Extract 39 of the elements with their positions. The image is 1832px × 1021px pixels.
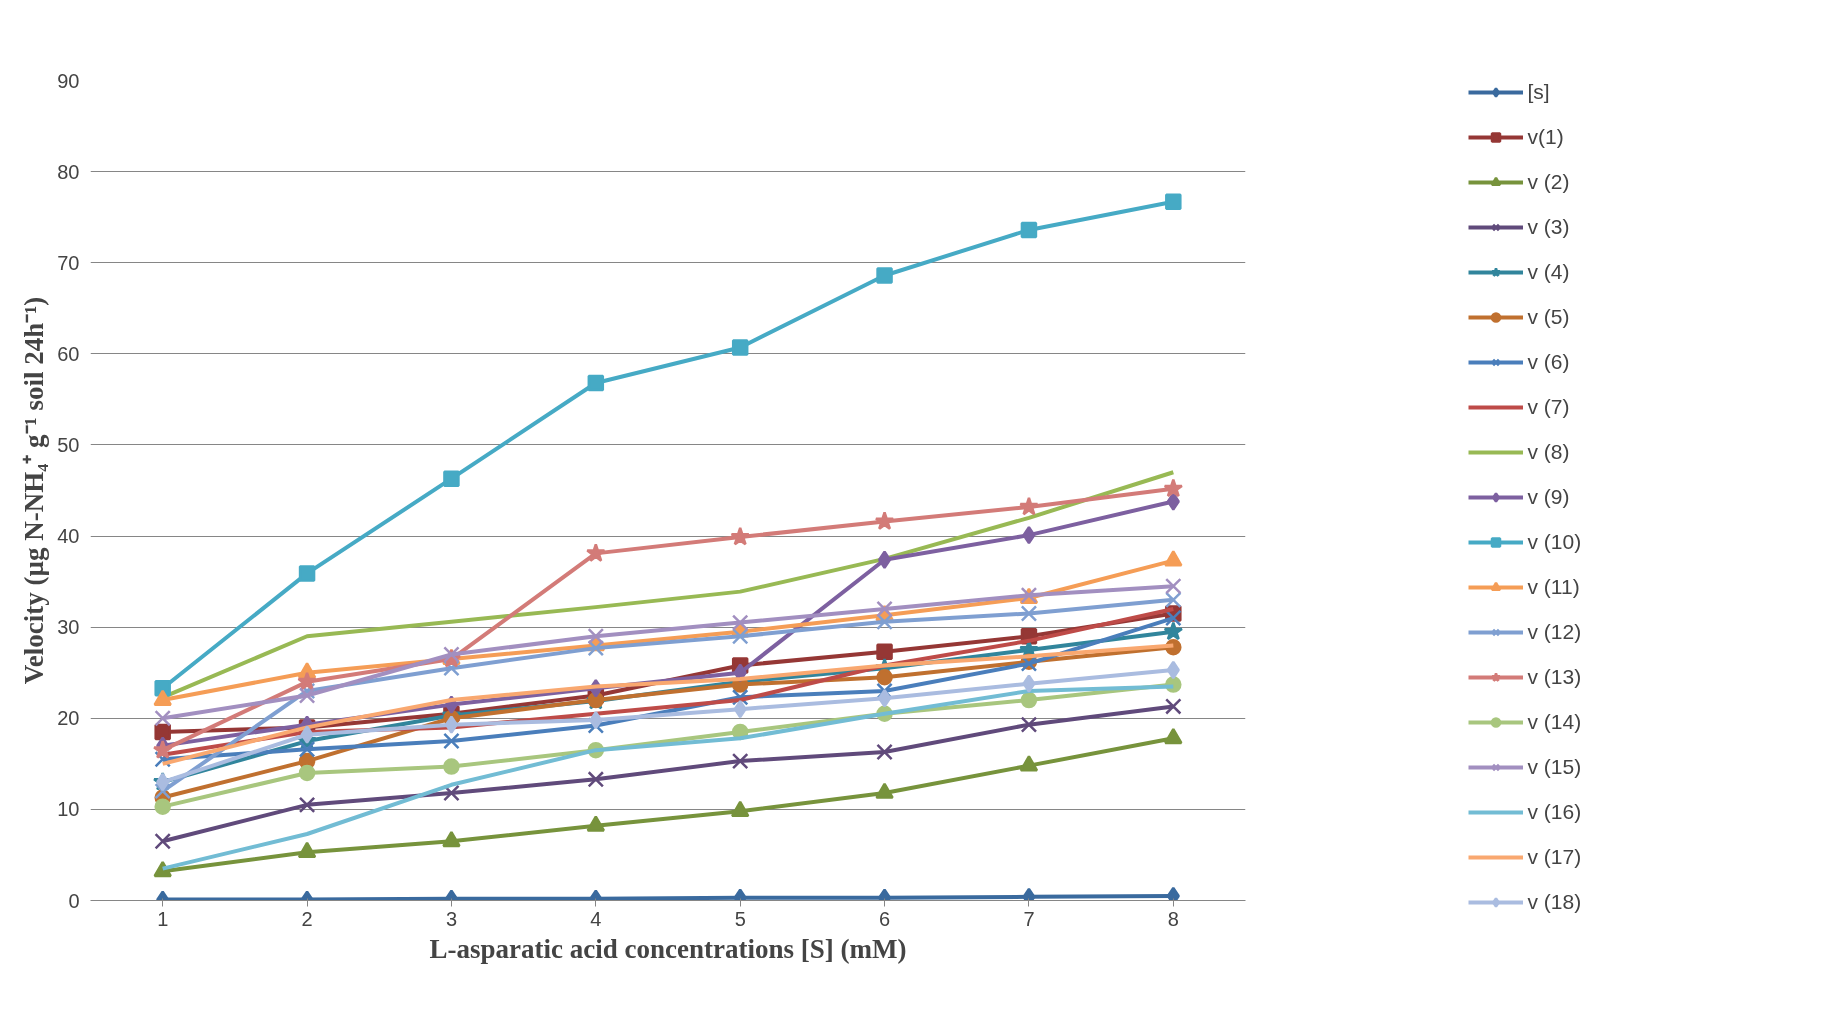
legend-label: v (3) — [1527, 215, 1571, 239]
y-tick-label: 70 — [57, 251, 80, 274]
legend-label: v (2) — [1527, 170, 1571, 194]
legend-label: v (16) — [1527, 800, 1583, 824]
legend-label: v (12) — [1527, 620, 1583, 644]
legend-label: v (15) — [1527, 755, 1583, 779]
y-tick-label: 60 — [57, 342, 80, 365]
y-tick-label: 40 — [57, 525, 80, 548]
x-tick-label: 4 — [590, 907, 602, 930]
y-tick-label: 50 — [57, 433, 80, 456]
legend-label: v(1) — [1527, 125, 1565, 149]
legend-label: v (17) — [1527, 845, 1583, 869]
x-tick-label: 6 — [879, 907, 891, 930]
y-tick-label: 80 — [57, 160, 80, 183]
legend-label: v (8) — [1527, 440, 1571, 464]
y-tick-label: 0 — [68, 889, 80, 912]
legend-label: v (10) — [1527, 530, 1583, 554]
legend-label: v (6) — [1527, 350, 1571, 374]
x-tick-label: 5 — [734, 907, 746, 930]
legend-label: v (9) — [1527, 485, 1571, 509]
legend-label: v (18) — [1527, 890, 1583, 914]
y-tick-label: 90 — [57, 69, 80, 92]
y-tick-label: 30 — [57, 616, 80, 639]
x-axis-title: L-asparatic acid concentrations [S] (mM) — [429, 933, 907, 964]
x-tick-label: 8 — [1167, 907, 1179, 930]
x-tick-label: 1 — [157, 907, 169, 930]
y-axis-title: Velocity (µg N-NH₄⁺ g⁻¹ soil 24h⁻¹) — [19, 296, 50, 685]
y-tick-label: 20 — [57, 707, 80, 730]
legend-label: v (14) — [1527, 710, 1583, 734]
legend-label: v (4) — [1527, 260, 1571, 284]
legend-label: v (7) — [1527, 395, 1571, 419]
x-tick-label: 3 — [445, 907, 457, 930]
legend-label: v (13) — [1527, 665, 1583, 689]
x-tick-label: 2 — [301, 907, 313, 930]
legend-label: [s] — [1527, 80, 1551, 104]
x-tick-label: 7 — [1023, 907, 1035, 930]
y-tick-label: 10 — [57, 798, 80, 821]
legend-label: v (5) — [1527, 305, 1571, 329]
legend-label: v (11) — [1527, 575, 1581, 599]
